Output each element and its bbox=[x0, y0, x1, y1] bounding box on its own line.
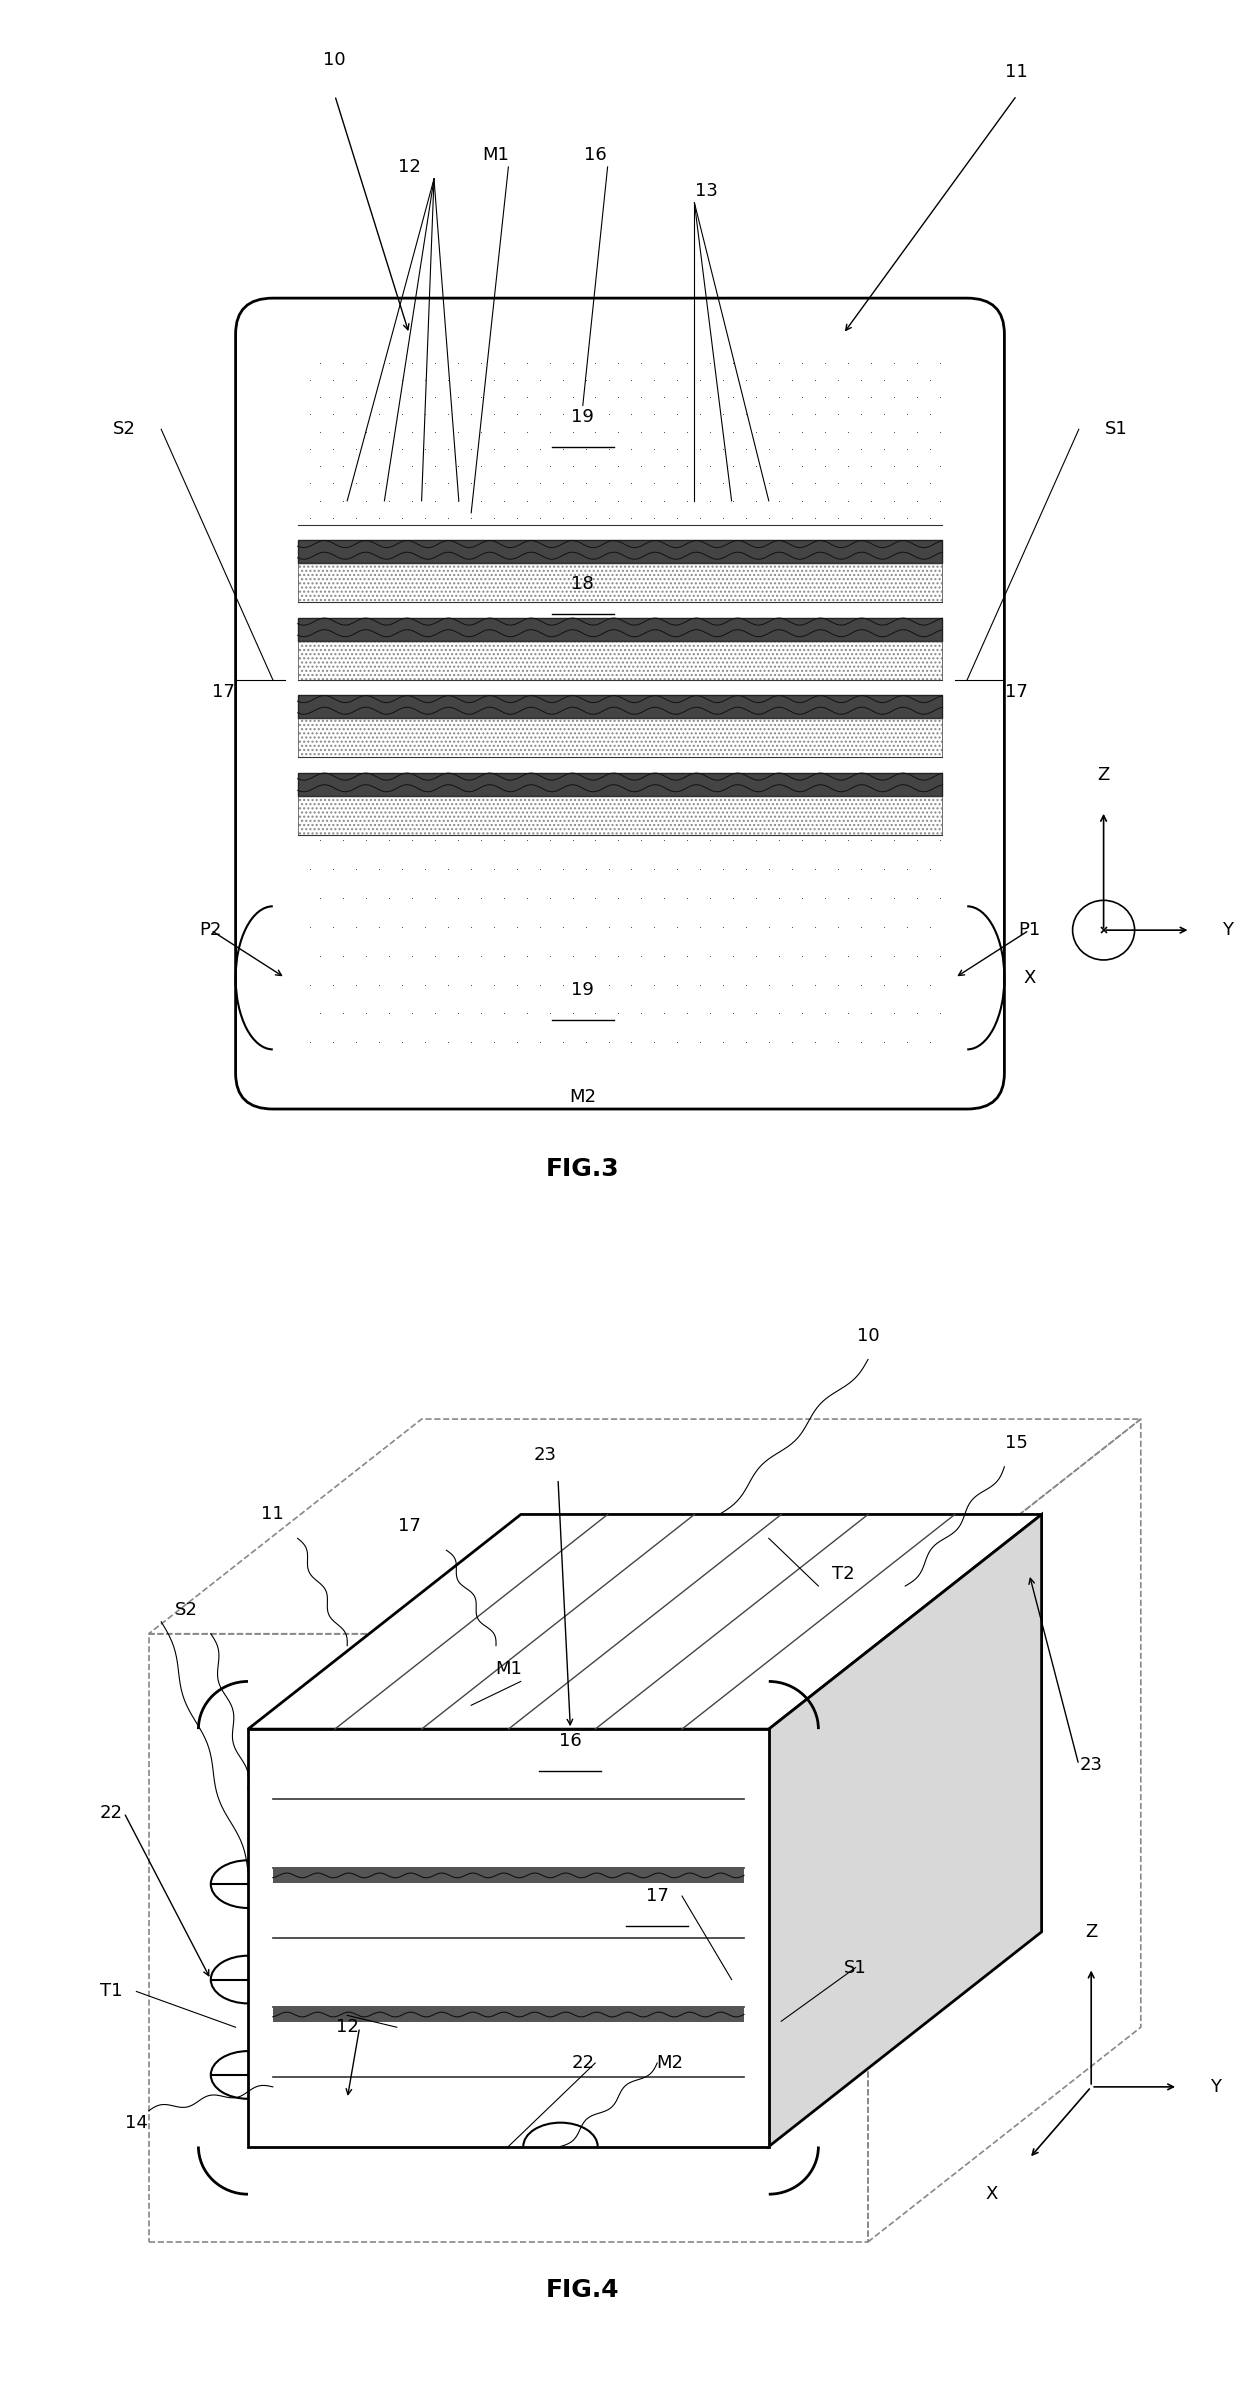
Text: X: X bbox=[1023, 968, 1035, 987]
Bar bbox=[298, 563, 942, 603]
Text: T1: T1 bbox=[100, 1982, 123, 2001]
Bar bbox=[298, 718, 942, 758]
Text: 10: 10 bbox=[857, 1326, 879, 1345]
Polygon shape bbox=[248, 1729, 769, 2146]
Bar bbox=[298, 696, 942, 718]
Text: 19: 19 bbox=[572, 980, 594, 999]
Text: 17: 17 bbox=[398, 1517, 420, 1536]
Text: 23: 23 bbox=[534, 1445, 557, 1464]
Text: Y: Y bbox=[1223, 921, 1233, 940]
Text: M1: M1 bbox=[495, 1660, 522, 1679]
Bar bbox=[298, 563, 942, 603]
Text: 16: 16 bbox=[584, 145, 606, 165]
Bar bbox=[298, 642, 942, 680]
Text: 10: 10 bbox=[324, 50, 346, 69]
Text: P1: P1 bbox=[1018, 921, 1040, 940]
Text: 18: 18 bbox=[572, 575, 594, 594]
Bar bbox=[298, 618, 942, 642]
Text: M1: M1 bbox=[482, 145, 510, 165]
Text: Z: Z bbox=[1085, 1922, 1097, 1941]
Text: 12: 12 bbox=[398, 157, 420, 176]
Text: 15: 15 bbox=[1006, 1433, 1028, 1452]
Text: Y: Y bbox=[1210, 2077, 1220, 2096]
Text: S2: S2 bbox=[175, 1600, 197, 1619]
Text: FIG.3: FIG.3 bbox=[546, 1157, 620, 1181]
Bar bbox=[298, 773, 942, 797]
Bar bbox=[298, 797, 942, 835]
Text: X: X bbox=[986, 2185, 998, 2204]
Text: S2: S2 bbox=[113, 420, 135, 439]
Bar bbox=[298, 541, 942, 563]
Text: 11: 11 bbox=[1006, 62, 1028, 81]
FancyBboxPatch shape bbox=[236, 298, 1004, 1109]
Text: Z: Z bbox=[1097, 766, 1110, 785]
Text: 19: 19 bbox=[572, 408, 594, 427]
Text: 22: 22 bbox=[572, 2053, 594, 2073]
Text: T2: T2 bbox=[832, 1565, 854, 1584]
Text: 17: 17 bbox=[646, 1887, 668, 1906]
Text: FIG.4: FIG.4 bbox=[546, 2278, 620, 2302]
Bar bbox=[298, 642, 942, 680]
Text: 12: 12 bbox=[336, 2018, 358, 2037]
Text: 14: 14 bbox=[125, 2113, 148, 2132]
Text: 23: 23 bbox=[1080, 1755, 1102, 1774]
Polygon shape bbox=[769, 1514, 1042, 2146]
Polygon shape bbox=[248, 1514, 1042, 1729]
Text: P2: P2 bbox=[200, 921, 222, 940]
Text: M2: M2 bbox=[656, 2053, 683, 2073]
Bar bbox=[298, 718, 942, 758]
Bar bbox=[273, 1867, 744, 1882]
Text: 17: 17 bbox=[212, 682, 234, 701]
Text: S1: S1 bbox=[844, 1958, 867, 1977]
Text: M2: M2 bbox=[569, 1088, 596, 1107]
Text: 17: 17 bbox=[1006, 682, 1028, 701]
Text: 16: 16 bbox=[559, 1732, 582, 1751]
Bar bbox=[298, 797, 942, 835]
Text: 13: 13 bbox=[696, 181, 718, 200]
Text: S1: S1 bbox=[1105, 420, 1127, 439]
Text: 11: 11 bbox=[262, 1505, 284, 1524]
Bar bbox=[273, 2008, 744, 2022]
Text: 22: 22 bbox=[100, 1803, 123, 1822]
